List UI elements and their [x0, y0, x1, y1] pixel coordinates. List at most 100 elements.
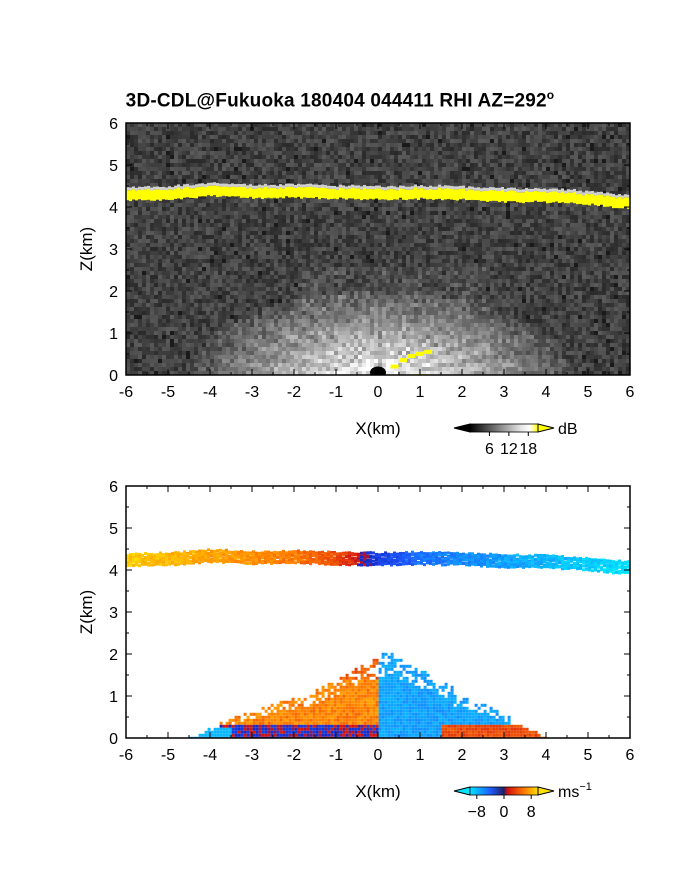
cell — [202, 135, 206, 139]
cell — [498, 179, 502, 183]
cell — [306, 235, 310, 239]
cell — [266, 179, 270, 183]
cell — [246, 243, 250, 247]
cell — [554, 151, 558, 155]
cell — [534, 143, 538, 147]
cell — [470, 175, 474, 179]
cell — [218, 211, 222, 215]
cell — [330, 183, 334, 187]
cell — [142, 251, 146, 255]
cell — [274, 243, 278, 247]
cell — [526, 159, 530, 163]
cell — [558, 211, 562, 215]
cell — [170, 259, 174, 263]
cell — [298, 263, 302, 267]
cell — [570, 179, 574, 183]
cell — [330, 143, 334, 147]
cell — [370, 271, 374, 275]
cell — [354, 247, 358, 251]
cell — [410, 123, 414, 127]
cell — [474, 271, 478, 275]
cell — [458, 263, 462, 267]
cell — [622, 231, 626, 235]
cell — [370, 283, 374, 287]
cell — [342, 167, 346, 171]
cell — [294, 123, 298, 127]
cell — [626, 171, 630, 175]
cell — [518, 135, 522, 139]
cell — [414, 279, 418, 283]
cell — [338, 259, 342, 263]
cell — [238, 247, 242, 251]
cell — [354, 263, 358, 267]
cell — [134, 155, 138, 159]
cell — [210, 123, 214, 127]
cell — [594, 215, 598, 219]
cell — [458, 143, 462, 147]
cell — [246, 227, 250, 231]
cell — [290, 151, 294, 155]
cell — [406, 223, 410, 227]
cell — [506, 135, 510, 139]
cell — [154, 123, 158, 127]
cell — [378, 259, 382, 263]
cell — [354, 123, 358, 127]
cell — [418, 147, 422, 151]
cell — [502, 219, 506, 223]
cell — [142, 167, 146, 171]
cell — [318, 219, 322, 223]
cell — [374, 243, 378, 247]
cell — [262, 255, 266, 259]
cell — [574, 271, 578, 275]
cell — [490, 159, 494, 163]
cell — [394, 199, 398, 203]
cell — [462, 283, 466, 287]
cell — [430, 251, 434, 255]
cell — [398, 243, 402, 247]
cell — [242, 127, 246, 131]
cell — [414, 231, 418, 235]
cell — [154, 267, 158, 271]
cell — [490, 203, 494, 207]
cell — [570, 227, 574, 231]
cell — [310, 255, 314, 259]
cell — [514, 171, 518, 175]
cell — [522, 167, 526, 171]
cell — [598, 183, 602, 187]
cell — [158, 279, 162, 283]
cell — [166, 155, 170, 159]
cell — [174, 123, 178, 127]
cell — [542, 207, 546, 211]
cell — [462, 251, 466, 255]
cell — [278, 283, 282, 287]
cell — [266, 215, 270, 219]
cell — [554, 147, 558, 151]
cell — [390, 131, 394, 135]
cell — [282, 143, 286, 147]
cell — [474, 155, 478, 159]
cell — [442, 231, 446, 235]
cell — [594, 255, 598, 259]
cell — [210, 267, 214, 271]
cell — [406, 179, 410, 183]
cell — [234, 163, 238, 167]
cell — [622, 191, 626, 195]
cell — [466, 231, 470, 235]
cell — [290, 235, 294, 239]
cell — [354, 227, 358, 231]
cell — [402, 127, 406, 131]
cell — [126, 159, 130, 163]
cell — [190, 259, 194, 263]
cell — [442, 255, 446, 259]
cell — [446, 171, 450, 175]
cell — [590, 135, 594, 139]
cell — [558, 123, 562, 127]
cell — [374, 251, 378, 255]
cell — [182, 283, 186, 287]
cell — [274, 283, 278, 287]
cell — [458, 227, 462, 231]
cell — [130, 259, 134, 263]
cell — [598, 151, 602, 155]
cell — [338, 123, 342, 127]
cell — [602, 271, 606, 275]
